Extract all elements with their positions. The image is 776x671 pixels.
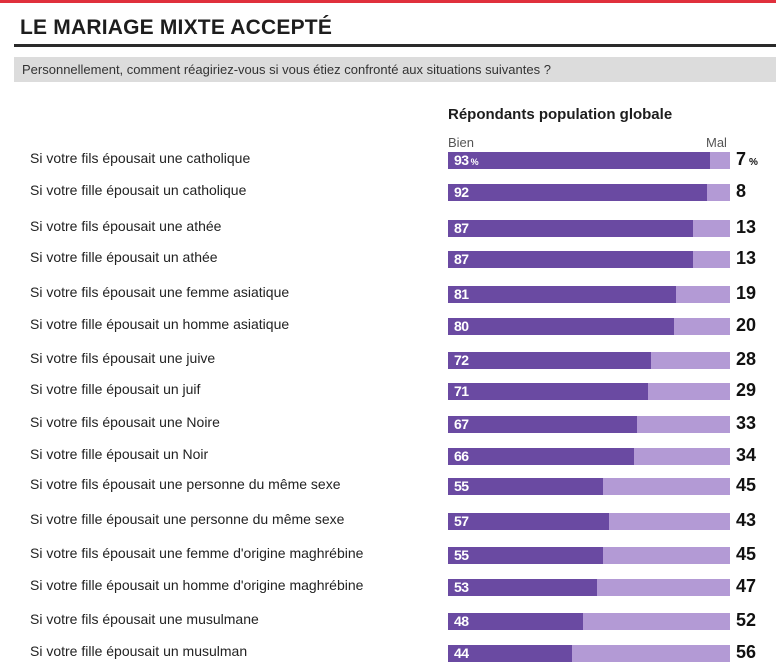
bien-value-label: 81 xyxy=(454,286,469,302)
bar-mal: 53 xyxy=(448,579,730,596)
bar-mal: 55 xyxy=(448,478,730,495)
mal-value-label: 13 xyxy=(736,248,757,268)
top-accent-line xyxy=(0,0,776,3)
bar-mal: 93% xyxy=(448,152,730,169)
row-label: Si votre fille épousait un Noir xyxy=(30,446,209,462)
bar-mal: 80 xyxy=(448,318,730,335)
mal-value-label: 56 xyxy=(736,642,757,662)
mal-value-label: 45 xyxy=(736,544,757,564)
mal-value-label: 33 xyxy=(736,413,757,433)
bar-bien: 81 xyxy=(448,286,677,303)
row-label: Si votre fils épousait une juive xyxy=(30,350,216,366)
row-label: Si votre fille épousait un musulman xyxy=(30,643,248,659)
bar-mal: 81 xyxy=(448,286,730,303)
bar-bien: 57 xyxy=(448,513,609,530)
row-label: Si votre fille épousait un juif xyxy=(30,381,201,397)
question-banner: Personnellement, comment réagiriez-vous … xyxy=(14,57,776,82)
mal-value-label: 7% xyxy=(736,149,758,169)
bar-bien: 72 xyxy=(448,352,652,369)
bien-value-label: 92 xyxy=(454,184,469,200)
bar-bien: 48 xyxy=(448,613,584,630)
bar-bien: 93% xyxy=(448,152,711,169)
row-label: Si votre fille épousait une personne du … xyxy=(30,511,345,527)
bar-mal: 44 xyxy=(448,645,730,662)
title-divider xyxy=(14,44,776,47)
bien-value-label: 93% xyxy=(454,152,479,168)
bar-mal: 48 xyxy=(448,613,730,630)
question-text: Personnellement, comment réagiriez-vous … xyxy=(22,62,551,77)
bien-value-label: 44 xyxy=(454,645,469,661)
bar-bien: 87 xyxy=(448,251,694,268)
bien-value-label: 57 xyxy=(454,513,469,529)
mal-value-label: 20 xyxy=(736,315,757,335)
row-label: Si votre fille épousait un catholique xyxy=(30,182,247,198)
bar-bien: 87 xyxy=(448,220,694,237)
bar-bien: 92 xyxy=(448,184,708,201)
bar-mal: 72 xyxy=(448,352,730,369)
bar-bien: 44 xyxy=(448,645,573,662)
bien-value-label: 48 xyxy=(454,613,469,629)
bien-value-label: 55 xyxy=(454,547,469,563)
chart-title: Répondants population globale xyxy=(448,106,673,123)
mal-value-label: 28 xyxy=(736,349,757,369)
bar-bien: 55 xyxy=(448,478,604,495)
bar-bien: 71 xyxy=(448,383,649,400)
row-label: Si votre fille épousait un homme asiatiq… xyxy=(30,316,290,332)
row-label: Si votre fils épousait une femme asiatiq… xyxy=(30,284,290,300)
row-label: Si votre fils épousait une athée xyxy=(30,218,222,234)
mal-value-label: 45 xyxy=(736,475,757,495)
mal-value-label: 34 xyxy=(736,445,757,465)
bar-bien: 55 xyxy=(448,547,604,564)
bar-mal: 92 xyxy=(448,184,730,201)
row-label: Si votre fils épousait une catholique xyxy=(30,150,251,166)
bien-value-label: 55 xyxy=(454,478,469,494)
bien-value-label: 87 xyxy=(454,251,469,267)
row-label: Si votre fils épousait une musulmane xyxy=(30,611,259,627)
bien-value-label: 53 xyxy=(454,579,469,595)
bar-mal: 71 xyxy=(448,383,730,400)
row-label: Si votre fils épousait une personne du m… xyxy=(30,476,341,492)
bar-mal: 87 xyxy=(448,251,730,268)
mal-value-label: 43 xyxy=(736,510,757,530)
bar-mal: 57 xyxy=(448,513,730,530)
bar-bien: 80 xyxy=(448,318,674,335)
bar-mal: 55 xyxy=(448,547,730,564)
mal-value-label: 8 xyxy=(736,181,747,201)
bien-value-label: 67 xyxy=(454,416,469,432)
row-label: Si votre fille épousait un homme d'origi… xyxy=(30,577,364,593)
bien-value-label: 87 xyxy=(454,220,469,236)
legend-bien: Bien xyxy=(448,135,475,150)
bar-mal: 66 xyxy=(448,448,730,465)
mal-value-label: 52 xyxy=(736,610,757,630)
mal-value-label: 13 xyxy=(736,217,757,237)
bar-mal: 67 xyxy=(448,416,730,433)
row-label: Si votre fils épousait une Noire xyxy=(30,414,220,430)
bien-value-label: 80 xyxy=(454,318,469,334)
mal-value-label: 47 xyxy=(736,576,757,596)
row-label: Si votre fils épousait une femme d'origi… xyxy=(30,545,364,561)
bar-mal: 87 xyxy=(448,220,730,237)
percent-unit: % xyxy=(470,157,479,167)
bar-bien: 67 xyxy=(448,416,637,433)
percent-unit: % xyxy=(749,157,758,168)
legend-mal: Mal xyxy=(706,135,727,150)
bien-value-label: 71 xyxy=(454,383,469,399)
bar-bien: 53 xyxy=(448,579,598,596)
bar-bien: 66 xyxy=(448,448,635,465)
bien-value-label: 72 xyxy=(454,352,469,368)
mal-value-label: 29 xyxy=(736,380,757,400)
mal-value-label: 19 xyxy=(736,283,757,303)
row-label: Si votre fille épousait un athée xyxy=(30,249,218,265)
page-title: LE MARIAGE MIXTE ACCEPTÉ xyxy=(20,16,333,39)
bien-value-label: 66 xyxy=(454,448,469,464)
